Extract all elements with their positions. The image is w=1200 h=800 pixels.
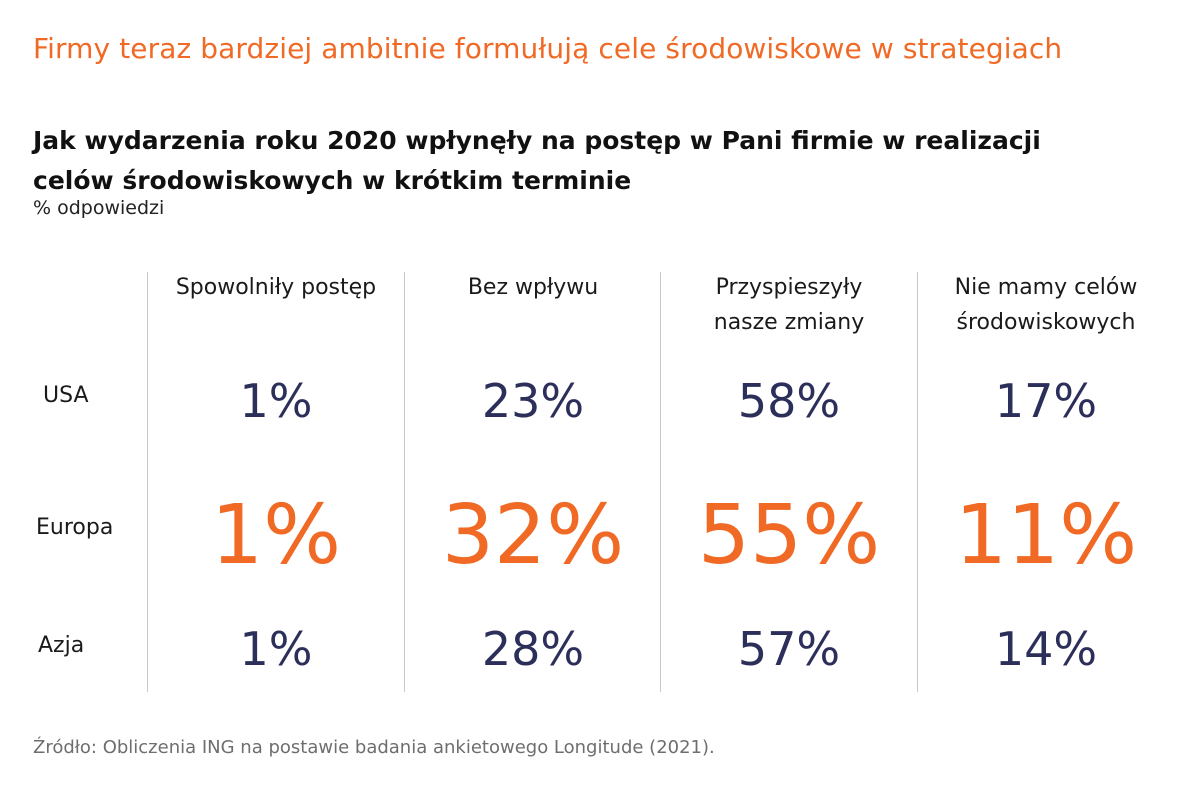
value-europa-no-impact: 32% [441, 488, 625, 583]
column-divider [147, 272, 148, 692]
chart-title-line-2: celów środowiskowych w krótkim terminie [33, 166, 632, 195]
value-azja-accelerated: 57% [737, 622, 841, 676]
value-europa-accelerated: 55% [697, 488, 881, 583]
column-header-line: Przyspieszyły [715, 275, 863, 300]
chart-subtitle: % odpowiedzi [33, 197, 165, 219]
chart-title-line-1: Jak wydarzenia roku 2020 wpłynęły na pos… [33, 126, 1041, 155]
column-header-accelerated: Przyspieszyły nasze zmiany [661, 270, 917, 340]
column-divider [660, 272, 661, 692]
column-header-line: środowiskowych [956, 310, 1136, 335]
value-usa-no-impact: 23% [481, 374, 585, 428]
value-usa-no-goals: 17% [994, 374, 1098, 428]
column-header-no-goals: Nie mamy celów środowiskowych [918, 270, 1174, 340]
value-usa-accelerated: 58% [737, 374, 841, 428]
column-header-no-impact: Bez wpływu [405, 270, 661, 305]
row-label-usa: USA [43, 383, 89, 408]
row-label-europa: Europa [36, 515, 114, 540]
column-divider [917, 272, 918, 692]
chart-title: Jak wydarzenia roku 2020 wpłynęły na pos… [33, 121, 1133, 201]
headline: Firmy teraz bardziej ambitnie formułują … [33, 32, 1063, 65]
column-header-line: Nie mamy celów [954, 275, 1138, 300]
value-europa-slowed: 1% [210, 488, 342, 583]
column-header-line: Bez wpływu [467, 275, 599, 300]
column-divider [404, 272, 405, 692]
value-azja-slowed: 1% [239, 622, 313, 676]
value-usa-slowed: 1% [239, 374, 313, 428]
value-azja-no-impact: 28% [481, 622, 585, 676]
column-header-line: nasze zmiany [713, 310, 865, 335]
value-europa-no-goals: 11% [954, 488, 1138, 583]
value-azja-no-goals: 14% [994, 622, 1098, 676]
row-label-azja: Azja [38, 633, 85, 658]
column-header-line: Spowolniły postęp [175, 275, 377, 300]
source-note: Źródło: Obliczenia ING na postawie badan… [33, 737, 715, 758]
column-header-slowed: Spowolniły postęp [148, 270, 404, 305]
